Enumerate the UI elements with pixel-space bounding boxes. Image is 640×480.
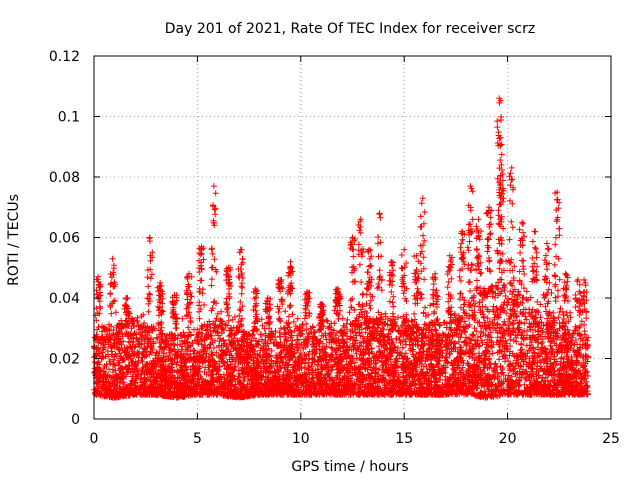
y-tick-label: 0: [71, 412, 80, 428]
chart-title: Day 201 of 2021, Rate Of TEC Index for r…: [165, 21, 535, 37]
y-tick-label: 0.08: [49, 170, 80, 186]
x-tick-label: 15: [395, 431, 413, 447]
y-tick-label: 0.1: [58, 110, 80, 126]
x-axis-label: GPS time / hours: [291, 459, 408, 475]
y-tick-label: 0.06: [49, 231, 80, 247]
axis-ticks: 0 5 10 15 20 25 0 0.02 0.04 0.06 0.08 0.1 0.12: [49, 49, 620, 447]
y-tick-label: 0.12: [49, 49, 80, 65]
y-axis-label: ROTI / TECUs: [6, 194, 22, 286]
x-tick-label: 20: [499, 431, 517, 447]
grid: [94, 56, 611, 419]
y-tick-label: 0.02: [49, 352, 80, 368]
x-tick-label: 10: [292, 431, 310, 447]
x-tick-label: 25: [602, 431, 620, 447]
data-points: [91, 95, 592, 401]
x-tick-label: 0: [90, 431, 99, 447]
roti-scatter-points: [91, 95, 592, 401]
x-tick-label: 5: [193, 431, 202, 447]
y-tick-label: 0.04: [49, 291, 80, 307]
